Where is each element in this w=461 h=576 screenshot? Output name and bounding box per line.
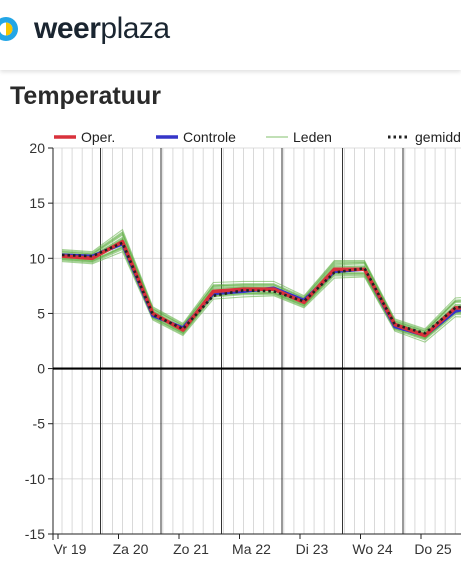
y-tick-label: 5 [37, 305, 45, 321]
leden-line [61, 245, 461, 339]
legend-label-leden: Leden [293, 129, 332, 145]
weerplaza-logo[interactable]: weerplaza [0, 14, 170, 44]
y-tick-label: 10 [29, 250, 45, 266]
x-tick-label: Do 25 [414, 541, 452, 557]
leden-line [61, 236, 461, 334]
legend-label-controle: Controle [183, 129, 236, 145]
site-header: weerplaza [0, 0, 461, 70]
leden-line [61, 247, 461, 340]
leden-line [61, 239, 461, 337]
y-tick-label: 20 [29, 140, 45, 156]
leden-line [61, 240, 461, 337]
y-tick-label: -15 [25, 526, 45, 542]
leden-line [61, 248, 461, 341]
brand-name-light: plaza [100, 12, 170, 45]
y-tick-label: 0 [37, 361, 45, 377]
leden-line [61, 230, 461, 331]
leden-line [61, 238, 461, 336]
brand-name-bold: weer [34, 12, 101, 45]
leden-line [61, 246, 461, 339]
page-title: Temperatuur [10, 82, 161, 110]
temperature-chart: -15 -10 -5 0 5 10 15 20 Vr 19 Za 20 Zo 21 Ma 22 Di 2… [25, 126, 461, 557]
y-tick-label: -10 [25, 471, 45, 487]
gemiddelde-line [61, 241, 461, 335]
oper-line [61, 239, 461, 338]
x-tick-label: Vr 19 [54, 541, 87, 557]
leden-line [61, 228, 461, 330]
y-tick-label: -5 [33, 416, 46, 432]
leden-line [61, 250, 461, 343]
legend-label-gemiddelde: gemiddelde [415, 129, 461, 145]
y-tick-label: 15 [29, 195, 45, 211]
leden-line [61, 238, 461, 336]
sun-cloud-icon [0, 17, 18, 41]
legend-background [54, 126, 461, 144]
leden-line [61, 234, 461, 333]
brand-name: weerplaza [34, 14, 170, 44]
x-tick-label: Ma 22 [232, 541, 271, 557]
leden-line [61, 243, 461, 338]
leden-line [61, 233, 461, 332]
x-tick-label: Zo 21 [173, 541, 209, 557]
leden-line [61, 246, 461, 340]
x-tick-label: Za 20 [113, 541, 149, 557]
controle-line [61, 242, 461, 338]
legend-label-oper: Oper. [81, 129, 115, 145]
x-tick-label: Wo 24 [352, 541, 392, 557]
x-tick-label: Di 23 [296, 541, 329, 557]
leden-line [61, 237, 461, 334]
